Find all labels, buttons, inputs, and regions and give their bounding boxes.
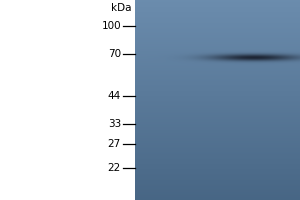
Text: kDa: kDa bbox=[112, 3, 132, 13]
Text: 100: 100 bbox=[101, 21, 121, 31]
Text: 70: 70 bbox=[108, 49, 121, 59]
Text: 33: 33 bbox=[108, 119, 121, 129]
Text: 22: 22 bbox=[108, 163, 121, 173]
Text: 44: 44 bbox=[108, 91, 121, 101]
Text: 27: 27 bbox=[108, 139, 121, 149]
